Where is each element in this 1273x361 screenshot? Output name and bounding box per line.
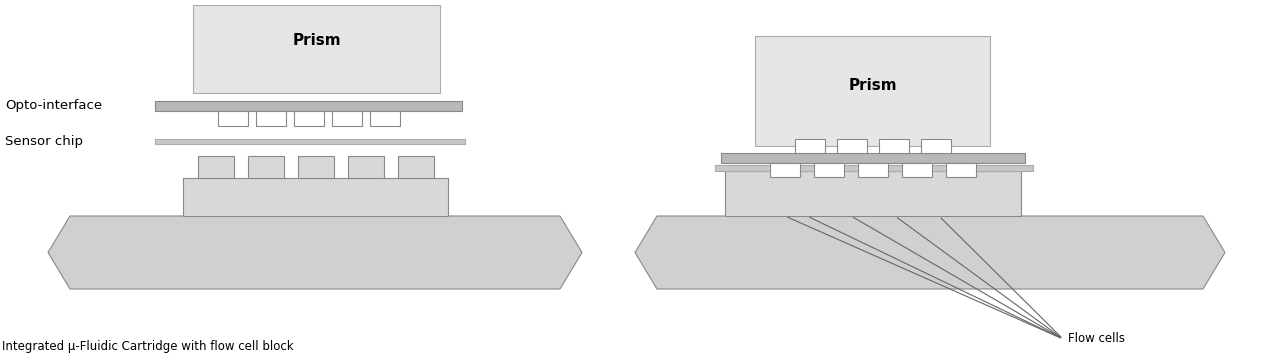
Bar bbox=[331, 111, 362, 126]
Bar bbox=[796, 139, 825, 153]
Text: Sensor chip: Sensor chip bbox=[5, 135, 83, 148]
Bar bbox=[721, 153, 1025, 163]
Bar bbox=[348, 156, 383, 178]
Bar bbox=[946, 163, 976, 177]
Text: Opto-interface: Opto-interface bbox=[5, 100, 102, 113]
Bar bbox=[878, 139, 909, 153]
Bar bbox=[755, 36, 990, 146]
Bar bbox=[155, 139, 465, 144]
Polygon shape bbox=[635, 216, 1225, 289]
Bar bbox=[726, 171, 1021, 216]
Bar bbox=[294, 111, 323, 126]
Bar bbox=[256, 111, 285, 126]
Bar bbox=[298, 156, 334, 178]
Text: Flow cells: Flow cells bbox=[1068, 332, 1125, 345]
Bar bbox=[903, 163, 932, 177]
Bar bbox=[369, 111, 400, 126]
Bar bbox=[397, 156, 434, 178]
Bar bbox=[218, 111, 247, 126]
Bar bbox=[920, 139, 951, 153]
Text: Prism: Prism bbox=[848, 78, 896, 93]
Bar bbox=[247, 156, 284, 178]
Bar bbox=[193, 5, 440, 93]
Bar bbox=[838, 139, 867, 153]
Bar bbox=[715, 165, 1032, 171]
Bar bbox=[155, 101, 462, 111]
Text: Integrated μ-Fluidic Cartridge with flow cell block: Integrated μ-Fluidic Cartridge with flow… bbox=[3, 340, 294, 353]
Bar bbox=[858, 163, 889, 177]
Bar bbox=[770, 163, 799, 177]
Bar bbox=[813, 163, 844, 177]
Polygon shape bbox=[48, 216, 582, 289]
Text: Prism: Prism bbox=[293, 33, 341, 48]
Bar bbox=[197, 156, 233, 178]
Bar bbox=[183, 178, 448, 216]
